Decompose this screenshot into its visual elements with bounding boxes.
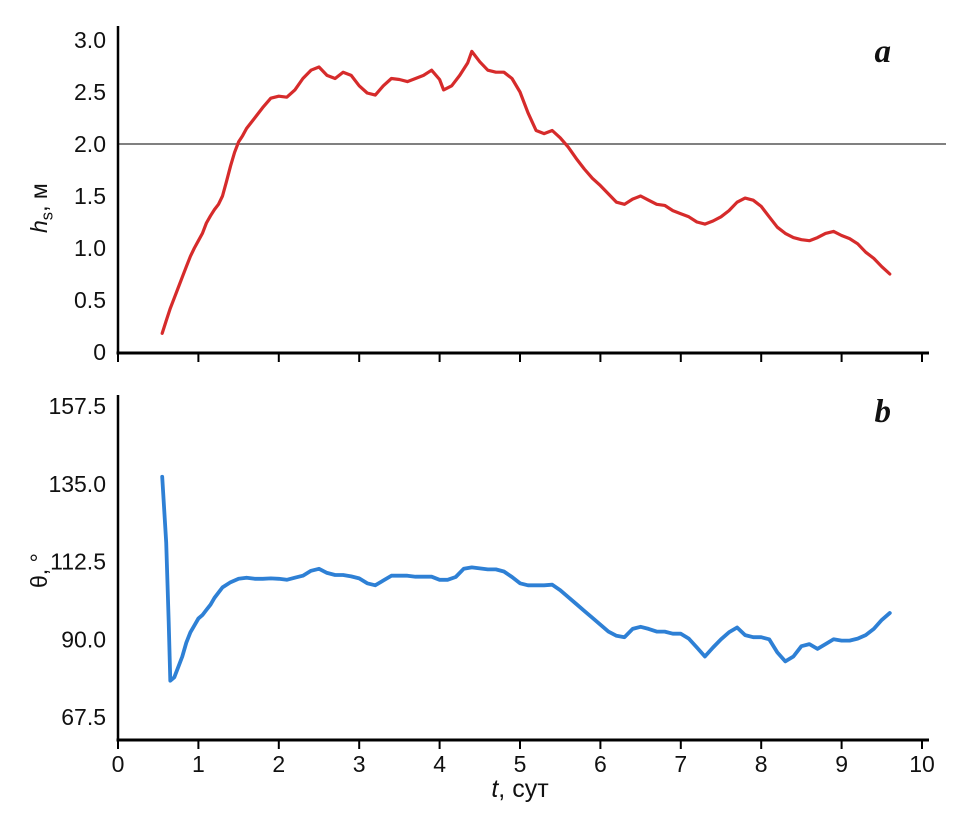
svg-text:0.5: 0.5 xyxy=(74,287,106,313)
xlabel-variable: t xyxy=(491,775,499,803)
xlabel-unit: , сут xyxy=(498,775,549,803)
svg-text:8: 8 xyxy=(755,751,768,777)
svg-text:0: 0 xyxy=(93,339,106,365)
svg-text:0: 0 xyxy=(112,751,125,777)
svg-text:135.0: 135.0 xyxy=(48,471,106,497)
svg-text:1.0: 1.0 xyxy=(74,235,106,261)
svg-text:2.5: 2.5 xyxy=(74,79,106,105)
svg-text:2: 2 xyxy=(272,751,285,777)
ylabel-a-variable: h xyxy=(26,220,52,233)
svg-text:2.0: 2.0 xyxy=(74,131,106,157)
svg-text:5: 5 xyxy=(514,751,527,777)
svg-text:157.5: 157.5 xyxy=(48,393,106,419)
svg-text:112.5: 112.5 xyxy=(50,549,106,575)
panel-a-y-axis-label: hs, м xyxy=(26,183,57,233)
ylabel-a-unit: , м xyxy=(26,183,52,212)
ylabel-b-text: θ, ° xyxy=(26,553,52,588)
svg-text:3.0: 3.0 xyxy=(74,27,106,53)
svg-text:1: 1 xyxy=(192,751,205,777)
svg-text:4: 4 xyxy=(433,751,446,777)
svg-text:9: 9 xyxy=(835,751,848,777)
panel-b-letter: b xyxy=(874,394,892,430)
svg-text:3: 3 xyxy=(353,751,366,777)
svg-text:6: 6 xyxy=(594,751,607,777)
svg-text:90.0: 90.0 xyxy=(61,626,106,652)
svg-text:1.5: 1.5 xyxy=(74,183,106,209)
svg-text:67.5: 67.5 xyxy=(61,704,106,730)
panel-b-y-axis-label: θ, ° xyxy=(26,553,52,588)
svg-text:10: 10 xyxy=(909,751,935,777)
svg-text:7: 7 xyxy=(674,751,687,777)
panel-a-letter: a xyxy=(874,34,892,70)
x-axis-label: t, сут xyxy=(118,777,922,802)
ylabel-a-subscript: s xyxy=(37,211,57,221)
